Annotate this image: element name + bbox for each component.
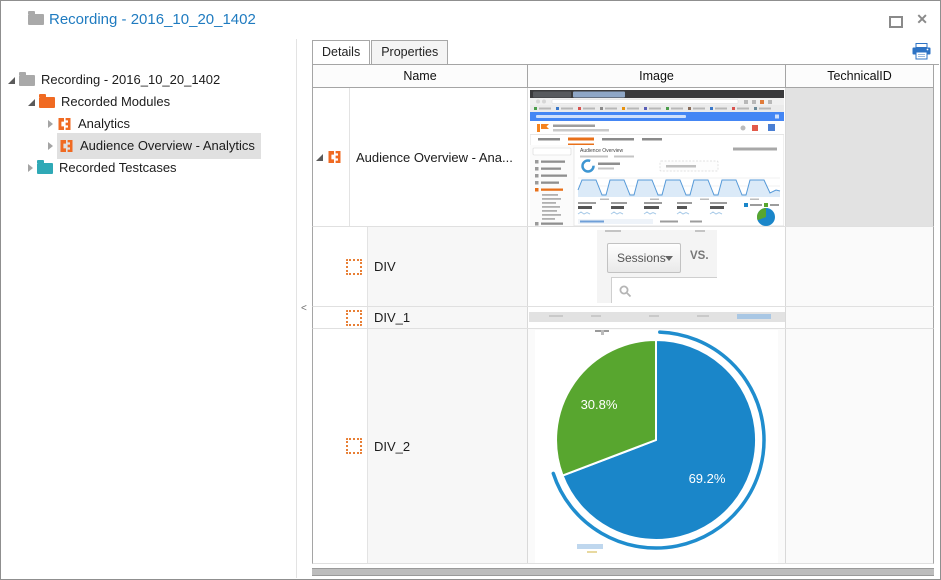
tree-item-label: Audience Overview - Analytics — [80, 138, 255, 153]
tree-item-recorded-modules[interactable]: Recorded Modules — [2, 91, 296, 113]
tree-item-audience-overview[interactable]: Audience Overview - Analytics — [2, 133, 296, 159]
sessions-dropdown: Sessions — [607, 243, 681, 273]
expander-closed-icon[interactable] — [48, 120, 53, 128]
row-expander-open-icon[interactable] — [316, 153, 323, 161]
restore-window-button[interactable] — [889, 16, 903, 28]
column-header-technicalid[interactable]: TechnicalID — [827, 69, 892, 83]
div-element-icon — [346, 258, 362, 275]
expander-closed-icon[interactable] — [28, 164, 33, 172]
tab-details[interactable]: Details — [312, 40, 371, 65]
folder-icon — [28, 11, 44, 25]
tree-item-label: Recording - 2016_10_20_1402 — [41, 72, 221, 87]
pie-slice-label-green: 30.8% — [581, 397, 618, 412]
recording-module-icon — [59, 139, 74, 153]
tree-item-label: Recorded Modules — [61, 94, 171, 109]
ga-screenshot-thumbnail: Audience Overview — [529, 89, 785, 226]
close-window-button[interactable]: ✕ — [916, 11, 928, 27]
table-row[interactable]: DIV Sessions vs. — [312, 227, 934, 307]
thumbnail-heading: Audience Overview — [580, 148, 623, 154]
row-name: DIV_1 — [367, 307, 527, 328]
technical-id-cell — [786, 227, 933, 306]
pane-splitter[interactable]: < — [296, 39, 313, 578]
image-cell: Sessions vs. — [528, 227, 786, 306]
tree-item-label: Recorded Testcases — [59, 160, 177, 175]
folder-orange-icon — [39, 93, 55, 108]
tree-item-analytics[interactable]: Analytics — [2, 113, 296, 135]
pie-slice-label-blue: 69.2% — [689, 471, 726, 486]
recording-module-icon — [327, 150, 342, 164]
table-row[interactable]: DIV_1 — [312, 307, 934, 329]
technical-id-cell — [786, 307, 933, 328]
tree-item-label: Analytics — [78, 116, 131, 131]
name-cell: Audience Overview - Ana... — [313, 88, 528, 226]
caret-down-icon — [665, 256, 673, 261]
title-bar: Recording - 2016_10_20_1402 ✕ — [1, 1, 940, 39]
image-cell: Audience Overview — [528, 88, 786, 226]
magnifier-icon — [619, 285, 632, 298]
collapse-pane-button[interactable]: < — [301, 303, 307, 314]
row-name: Audience Overview - Ana... — [349, 88, 527, 226]
horizontal-scrollbar[interactable] — [312, 568, 934, 576]
table-row[interactable]: Audience Overview - Ana... — [312, 88, 934, 227]
pie-chart-thumbnail: 30.8% 69.2% — [535, 330, 778, 563]
strip-thumbnail — [529, 312, 785, 322]
grid-header: Name Image TechnicalID — [312, 64, 934, 88]
expander-closed-icon[interactable] — [48, 142, 53, 150]
recording-module-icon — [57, 117, 72, 131]
selected-tree-item: Audience Overview - Analytics — [57, 133, 261, 159]
image-cell: 30.8% 69.2% — [528, 329, 786, 563]
folder-teal-icon — [37, 159, 53, 174]
tree-item-recording[interactable]: Recording - 2016_10_20_1402 — [2, 69, 296, 91]
details-panel: Details Properties Name Image TechnicalI… — [312, 39, 939, 578]
window-title: Recording - 2016_10_20_1402 — [49, 11, 256, 28]
dropdown-snippet-thumbnail: Sessions vs. — [597, 230, 717, 303]
cropped-content-mark — [695, 230, 705, 232]
name-cell: DIV_1 — [313, 307, 528, 328]
folder-gray-icon — [19, 71, 35, 86]
row-name: DIV_2 — [367, 329, 527, 563]
image-cell — [528, 307, 786, 328]
tree-item-recorded-testcases[interactable]: Recorded Testcases — [2, 157, 296, 179]
name-cell: DIV — [313, 227, 528, 306]
tab-strip: Details Properties — [312, 39, 939, 65]
technical-id-cell — [786, 88, 933, 226]
div-element-icon — [346, 309, 362, 326]
search-box — [611, 277, 717, 303]
row-name: DIV — [367, 227, 527, 306]
column-header-image[interactable]: Image — [528, 65, 786, 87]
name-cell: DIV_2 — [313, 329, 528, 563]
recording-tree: Recording - 2016_10_20_1402 Recorded Mod… — [2, 39, 296, 578]
tab-properties[interactable]: Properties — [371, 40, 449, 64]
details-grid: Name Image TechnicalID Audience Overview… — [312, 64, 934, 564]
column-header-name[interactable]: Name — [313, 65, 528, 87]
link-text-mark — [737, 314, 771, 319]
print-button[interactable] — [912, 43, 931, 60]
table-row[interactable]: DIV_2 — [312, 329, 934, 564]
cropped-content-mark — [605, 230, 621, 232]
expander-open-icon[interactable] — [28, 98, 35, 106]
expander-open-icon[interactable] — [8, 76, 15, 84]
technical-id-cell — [786, 329, 933, 563]
vs-label: vs. — [690, 250, 709, 262]
div-element-icon — [346, 438, 362, 454]
